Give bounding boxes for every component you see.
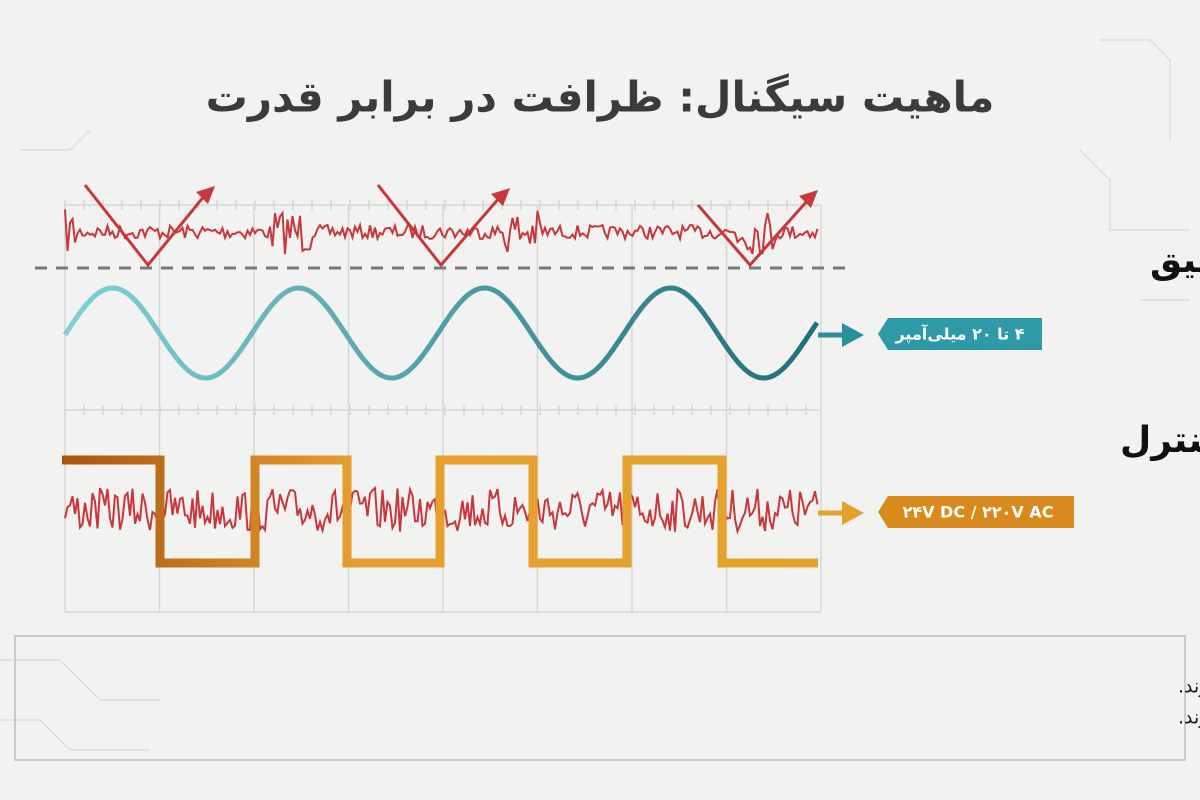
- caption-line: کابل‌های ابزار دقیق سیگنال‌های ضعیف و کم…: [1178, 674, 1200, 698]
- digital-signal: [62, 455, 818, 568]
- control-label: کابل کنترل: [1120, 420, 1200, 461]
- title: ماهیت سیگنال: ظرافت در برابر قدرت: [206, 73, 995, 123]
- control-badge: [878, 496, 1074, 528]
- arrow-heads: [196, 186, 818, 208]
- instrument-label: کابل ابزار دقیق: [1150, 240, 1200, 281]
- control-badge-text: ۲۴V DC / ۲۲۰V AC: [903, 503, 1054, 522]
- analog-signal: [62, 285, 820, 381]
- instrument-badge-text: ۴ تا ۲۰ میلی‌آمپر: [894, 324, 1024, 345]
- instrument-badge: [878, 318, 1042, 350]
- noise-wave: [64, 209, 819, 255]
- surge-arrows: [83, 184, 810, 268]
- signal-arrow-head: [842, 323, 864, 347]
- signal-arrow-head: [842, 501, 864, 525]
- circuit-decor: [0, 39, 1190, 751]
- caption-line: کابل‌های کنترل، حامل سیگنال‌های گسسته و …: [1178, 706, 1200, 729]
- caption-box: [14, 635, 1186, 761]
- scope-grid: [64, 200, 822, 613]
